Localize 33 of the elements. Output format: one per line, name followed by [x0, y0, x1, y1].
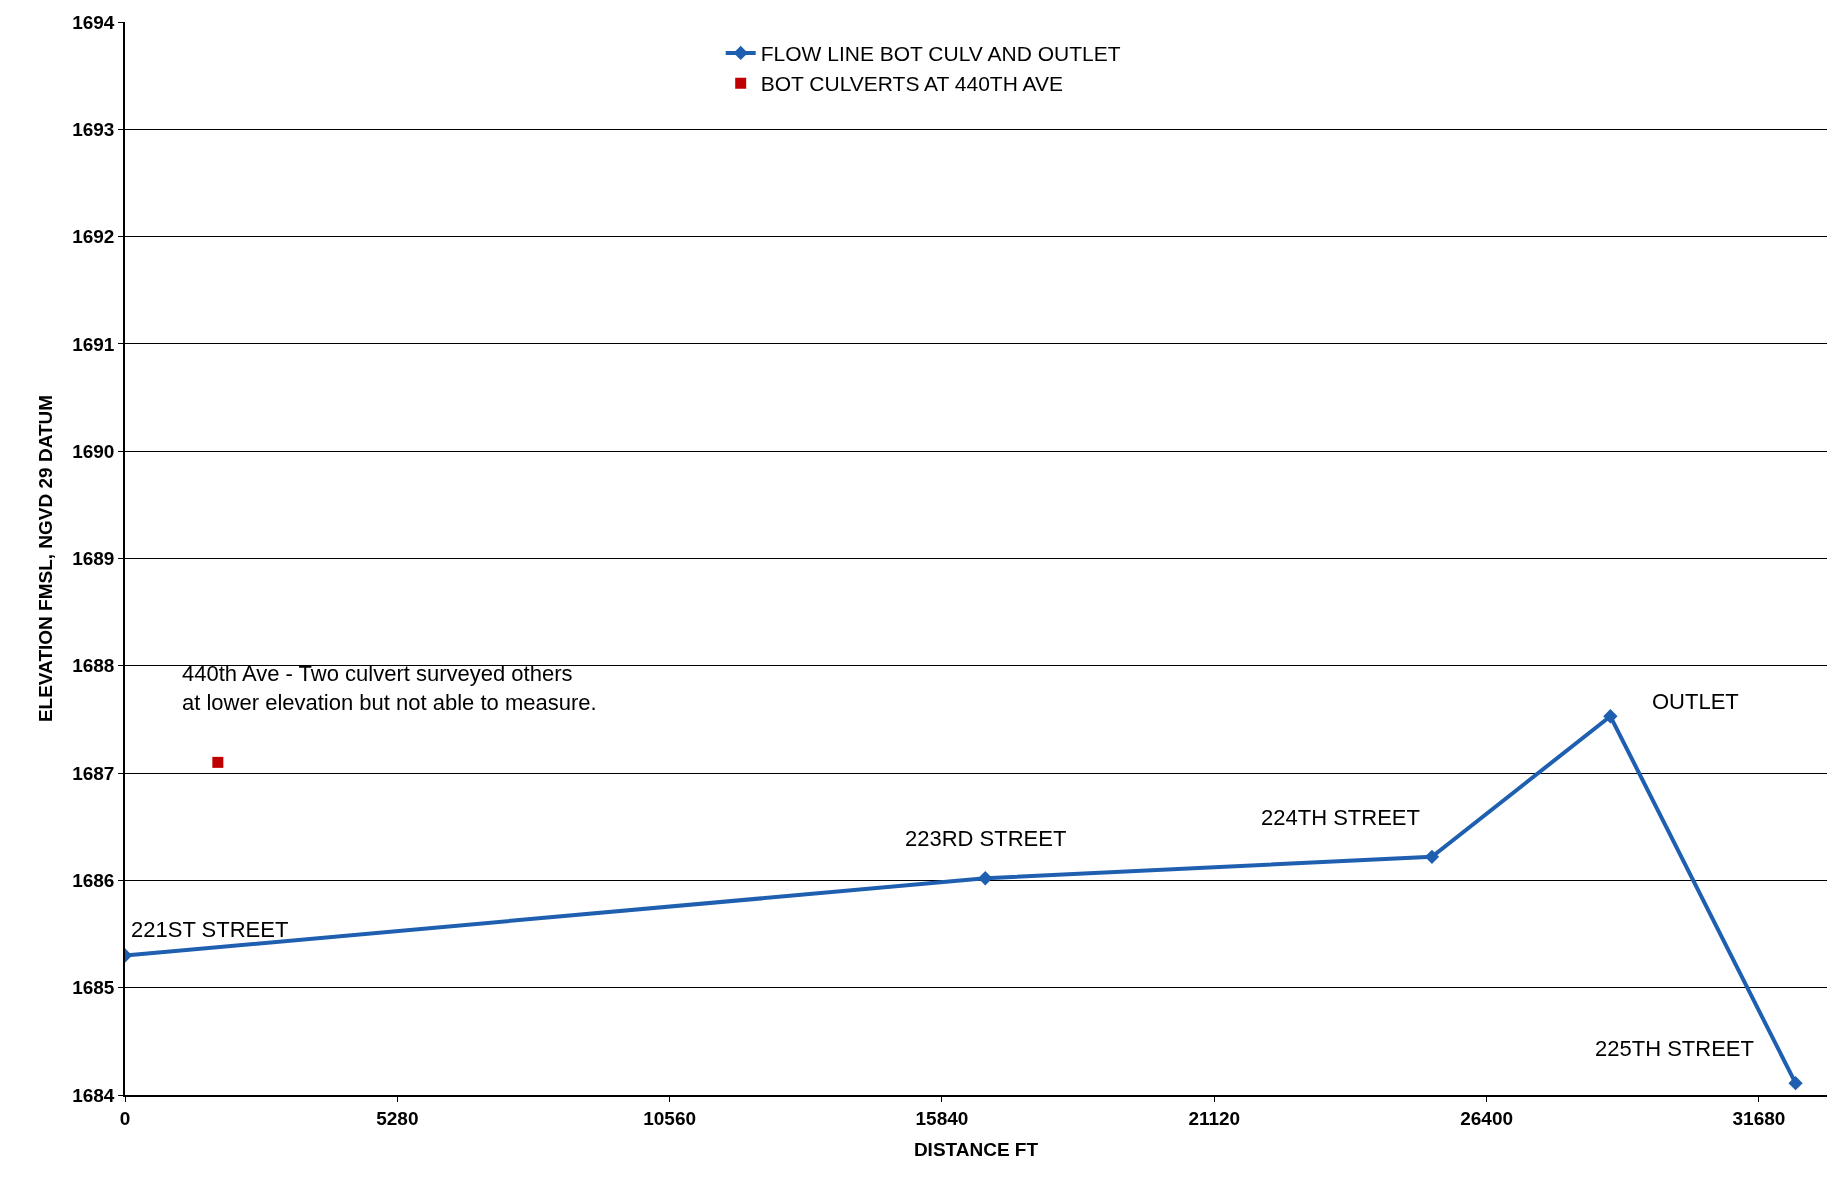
- y-tick-label: 1694: [72, 11, 115, 33]
- y-tick-label: 1686: [72, 870, 115, 892]
- annotation: 224TH STREET: [1261, 805, 1420, 830]
- annotation: 221ST STREET: [131, 917, 289, 942]
- y-tick-label: 1684: [72, 1084, 115, 1106]
- y-tick-label: 1689: [72, 548, 115, 570]
- y-tick-label: 1693: [72, 118, 115, 140]
- y-tick-label: 1688: [72, 655, 115, 677]
- y-tick-label: 1692: [72, 226, 115, 248]
- annotation: 223RD STREET: [905, 826, 1067, 851]
- point: [1603, 709, 1618, 724]
- x-tick-label: 5280: [376, 1107, 419, 1129]
- x-axis-title: DISTANCE FT: [913, 1138, 1039, 1160]
- y-tick-label: 1690: [72, 440, 115, 462]
- point: [978, 871, 993, 886]
- point: [1424, 849, 1440, 864]
- point: [212, 756, 224, 768]
- point: [1788, 1076, 1803, 1091]
- legend-label: BOT CULVERTS AT 440TH AVE: [760, 72, 1063, 96]
- annotation: 440th Ave - Two culvert surveyed others at lower elevation but not able to measure.: [182, 661, 597, 715]
- annotation: OUTLET: [1652, 689, 1739, 714]
- x-tick-label: 31680: [1732, 1107, 1786, 1129]
- x-tick-label: 26400: [1460, 1107, 1514, 1129]
- x-tick-label: 21120: [1188, 1107, 1241, 1129]
- y-axis-title: ELEVATION FMSL, NGVD 29 DATUM: [34, 394, 56, 723]
- legend-label: FLOW LINE BOT CULV AND OUTLET: [760, 42, 1121, 66]
- y-tick-label: 1685: [72, 977, 115, 999]
- x-tick-label: 0: [119, 1107, 131, 1129]
- x-tick-label: 10560: [643, 1107, 697, 1129]
- y-tick-label: 1691: [72, 333, 115, 355]
- y-tick-label: 1687: [72, 762, 115, 784]
- x-tick-label: 15840: [915, 1107, 969, 1129]
- annotation: 225TH STREET: [1595, 1036, 1754, 1061]
